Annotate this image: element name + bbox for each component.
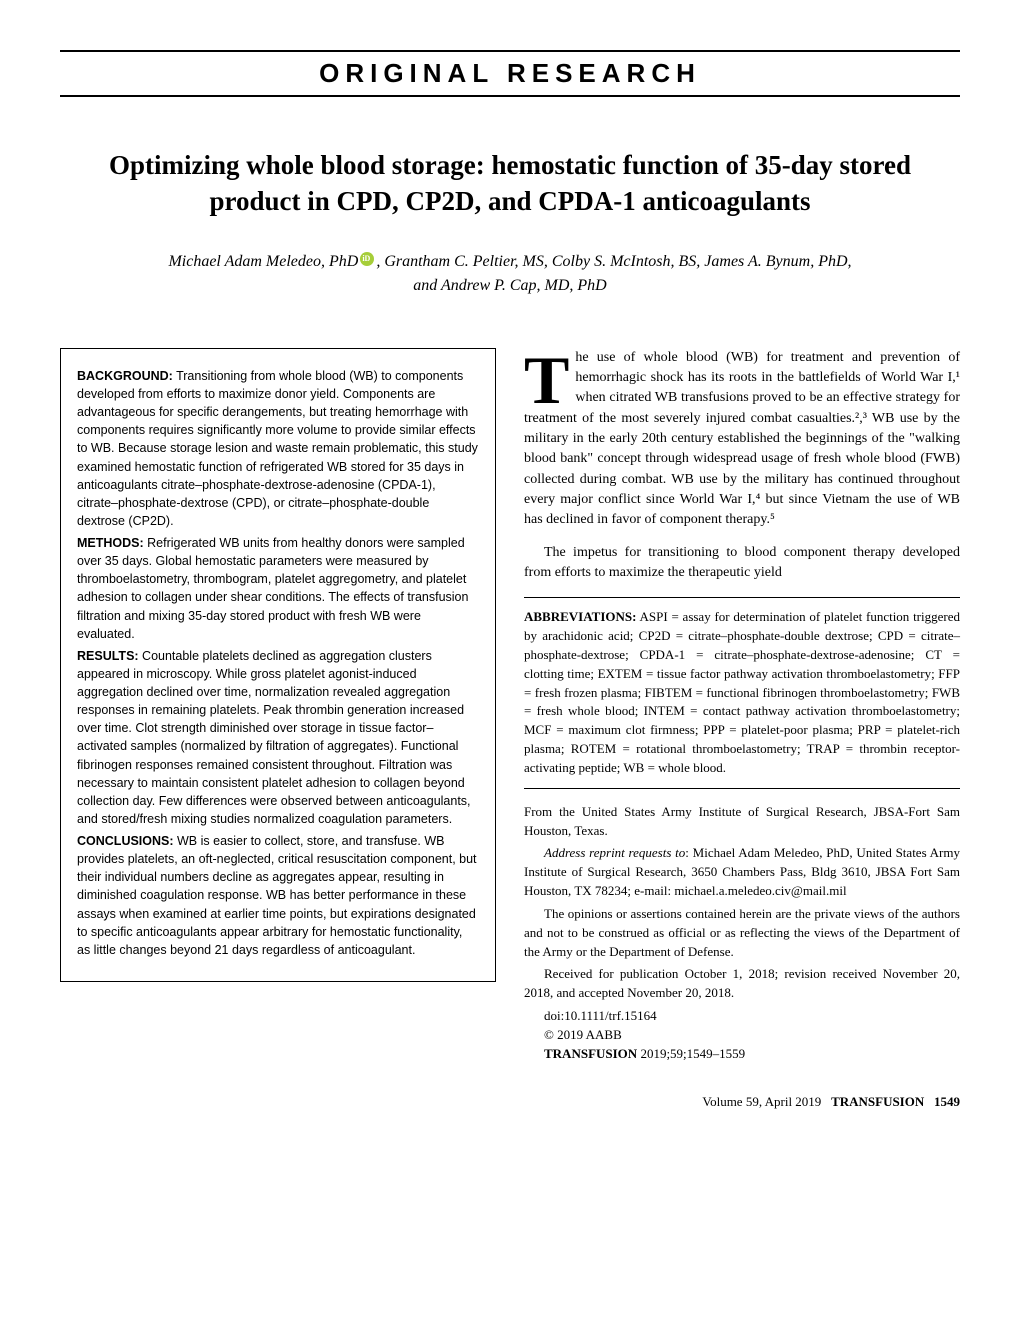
body-text: The use of whole blood (WB) for treatmen… — [524, 348, 960, 583]
abstract-conclusions-label: CONCLUSIONS: — [77, 834, 174, 848]
abstract-background-text: Transitioning from whole blood (WB) to c… — [77, 369, 478, 528]
orcid-icon — [360, 252, 374, 266]
meta-section: From the United States Army Institute of… — [524, 803, 960, 1064]
footer-page: 1549 — [934, 1094, 960, 1109]
abstract-results-text: Countable platelets declined as aggregat… — [77, 649, 471, 826]
right-column: The use of whole blood (WB) for treatmen… — [524, 348, 960, 1064]
drop-cap: T — [524, 348, 575, 408]
abbreviations-text: ASPI = assay for determination of platel… — [524, 609, 960, 775]
body-para-2: The impetus for transitioning to blood c… — [524, 543, 960, 584]
author-names-cont: , Grantham C. Peltier, MS, Colby S. McIn… — [376, 253, 851, 270]
abstract-results: RESULTS: Countable platelets declined as… — [77, 647, 479, 828]
correspondence: Address reprint requests to: Michael Ada… — [524, 844, 960, 901]
article-title: Optimizing whole blood storage: hemostat… — [60, 147, 960, 220]
doi: doi:10.1111/trf.15164 — [524, 1007, 960, 1026]
abstract-results-label: RESULTS: — [77, 649, 139, 663]
body-para-1-text: he use of whole blood (WB) for treatment… — [524, 350, 960, 527]
citation-text: 2019;59;1549–1559 — [637, 1046, 745, 1061]
abstract-background-label: BACKGROUND: — [77, 369, 173, 383]
correspondence-label: Address reprint requests to — [544, 845, 685, 860]
abstract-background: BACKGROUND: Transitioning from whole blo… — [77, 367, 479, 530]
article-category-header: ORIGINAL RESEARCH — [60, 50, 960, 97]
abbreviations-box: ABBREVIATIONS: ASPI = assay for determin… — [524, 597, 960, 789]
abstract-methods: METHODS: Refrigerated WB units from heal… — [77, 534, 479, 643]
footer-volume: Volume 59, April 2019 — [702, 1094, 821, 1109]
citation-journal: TRANSFUSION — [544, 1046, 637, 1061]
left-column: BACKGROUND: Transitioning from whole blo… — [60, 348, 496, 1064]
page-footer: Volume 59, April 2019 TRANSFUSION 1549 — [60, 1094, 960, 1110]
disclaimer: The opinions or assertions contained her… — [524, 905, 960, 962]
received-dates: Received for publication October 1, 2018… — [524, 965, 960, 1003]
abstract-box: BACKGROUND: Transitioning from whole blo… — [60, 348, 496, 982]
footer-journal: TRANSFUSION — [831, 1094, 924, 1109]
abstract-methods-label: METHODS: — [77, 536, 144, 550]
abstract-methods-text: Refrigerated WB units from healthy donor… — [77, 536, 468, 641]
body-para-1: The use of whole blood (WB) for treatmen… — [524, 348, 960, 531]
abbreviations-label: ABBREVIATIONS: — [524, 609, 636, 624]
author-names-line2: and Andrew P. Cap, MD, PhD — [413, 277, 606, 294]
abstract-conclusions: CONCLUSIONS: WB is easier to collect, st… — [77, 832, 479, 959]
two-column-layout: BACKGROUND: Transitioning from whole blo… — [60, 348, 960, 1064]
affiliation: From the United States Army Institute of… — [524, 803, 960, 841]
copyright: © 2019 AABB — [524, 1026, 960, 1045]
abstract-conclusions-text: WB is easier to collect, store, and tran… — [77, 834, 477, 957]
citation: TRANSFUSION 2019;59;1549–1559 — [524, 1045, 960, 1064]
authors-block: Michael Adam Meledeo, PhD , Grantham C. P… — [60, 250, 960, 298]
author-name-first: Michael Adam Meledeo, PhD — [168, 253, 358, 270]
